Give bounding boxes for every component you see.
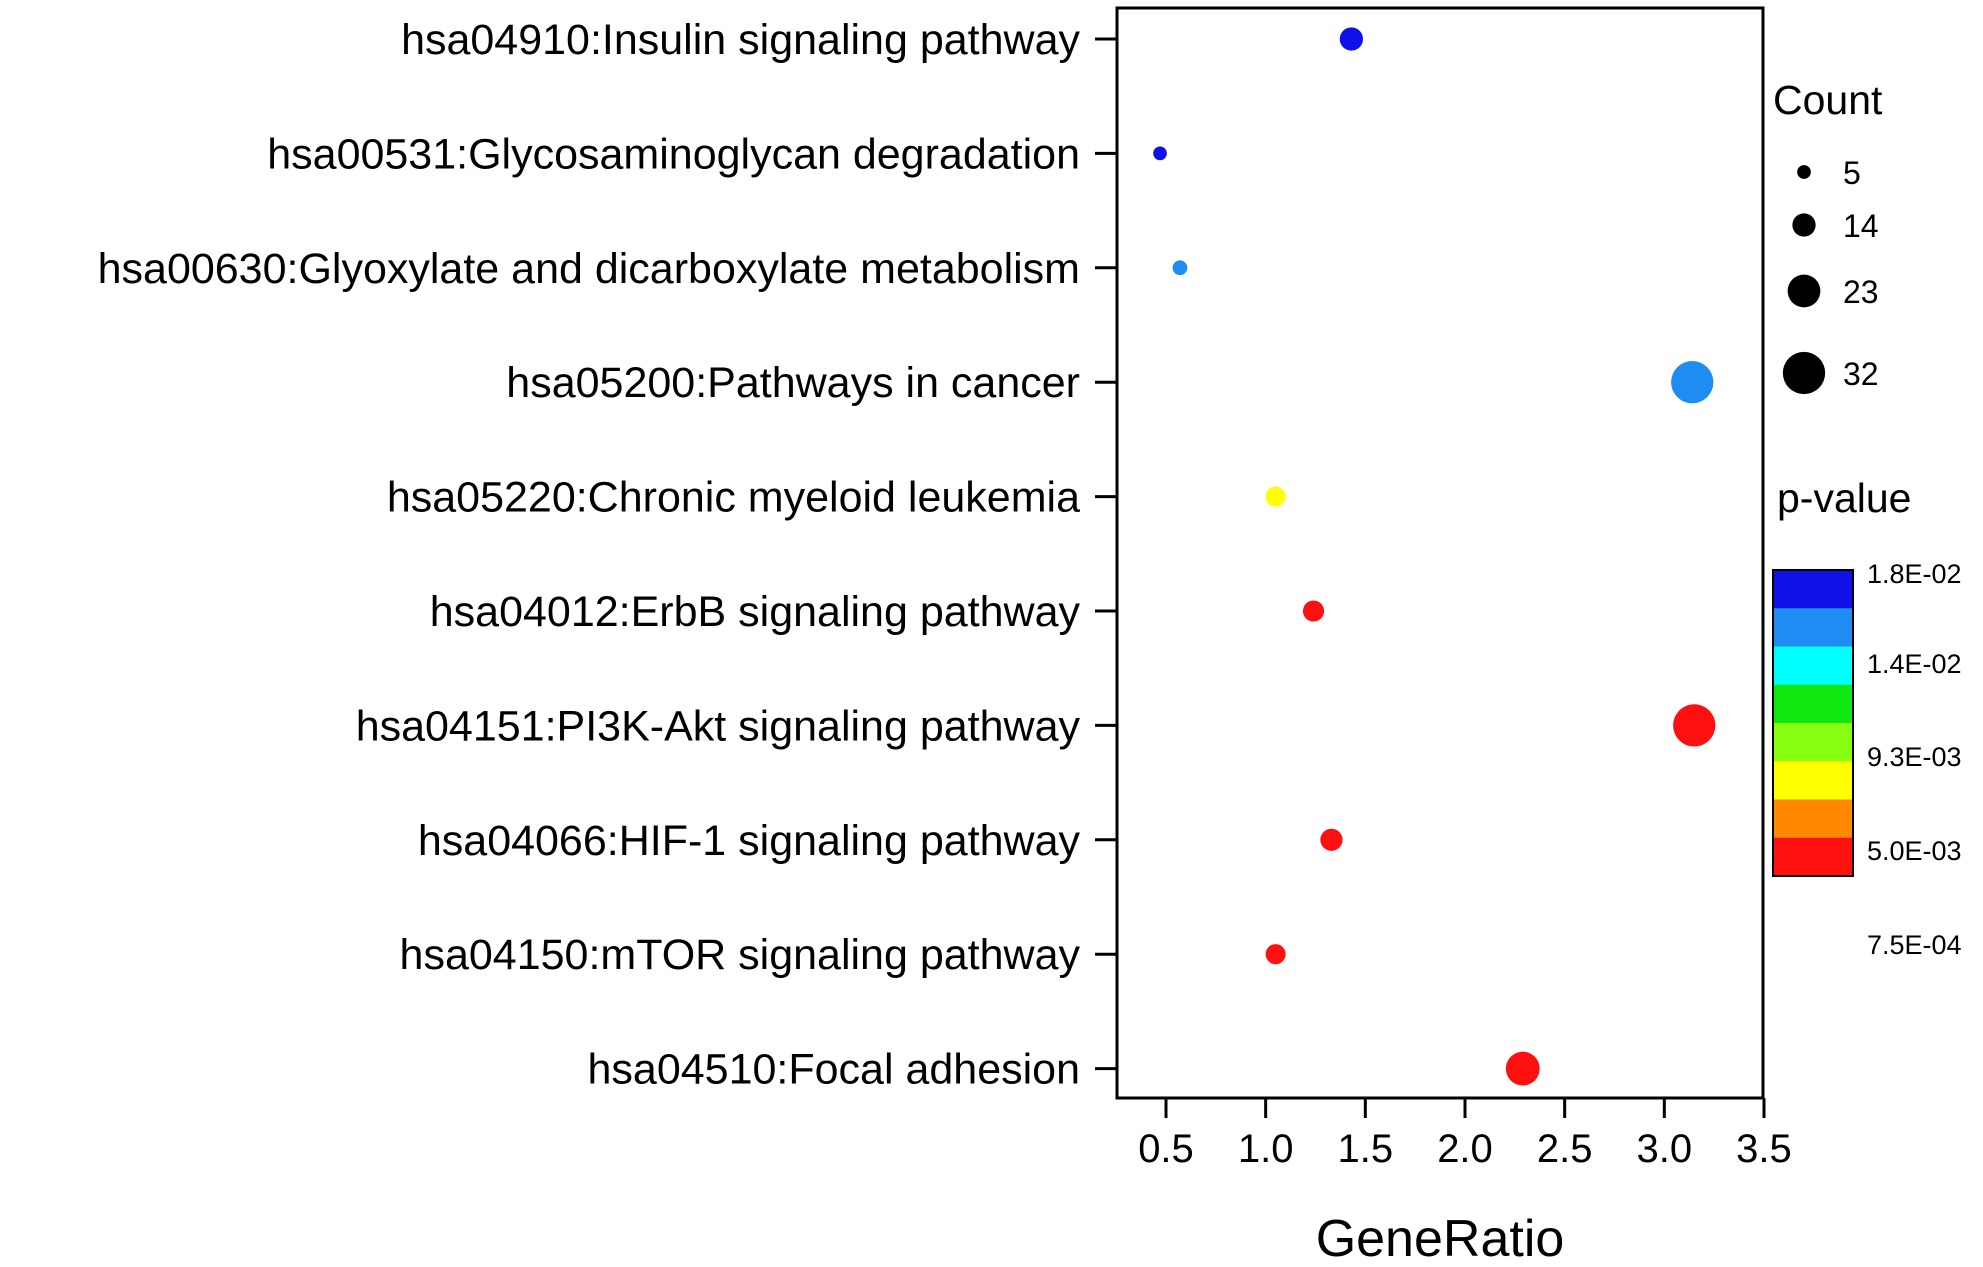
category-label: hsa00531:Glycosaminoglycan degradation — [267, 130, 1080, 178]
size-legend-label: 5 — [1843, 155, 1861, 191]
colorbar-segment — [1773, 799, 1853, 839]
size-legend-marker — [1782, 351, 1826, 395]
x-tick-label: 2.0 — [1437, 1127, 1493, 1171]
size-legend-title: Count — [1773, 77, 1883, 123]
colorbar-label: 1.4E-02 — [1867, 649, 1962, 679]
data-points — [1153, 27, 1716, 1086]
x-tick-label: 1.0 — [1238, 1127, 1294, 1171]
data-point — [1320, 828, 1343, 851]
category-label: hsa05200:Pathways in cancer — [506, 359, 1080, 407]
size-legend-label: 32 — [1843, 356, 1879, 392]
category-label: hsa05220:Chronic myeloid leukemia — [387, 474, 1080, 522]
category-label: hsa04012:ErbB signaling pathway — [430, 588, 1081, 636]
x-tick-label: 3.0 — [1637, 1127, 1693, 1171]
colorbar-segment — [1773, 684, 1853, 724]
colorbar-label: 9.3E-03 — [1867, 742, 1962, 772]
x-tick-label: 2.5 — [1537, 1127, 1593, 1171]
plot-frame — [1115, 6, 1765, 1100]
x-tick-label: 1.5 — [1338, 1127, 1394, 1171]
data-point — [1265, 486, 1286, 507]
colorbar-label: 7.5E-04 — [1867, 930, 1962, 960]
color-legend-labels: 1.8E-02 1.4E-02 9.3E-03 5.0E-03 7.5E-04 — [1867, 559, 1962, 960]
colorbar-label: 1.8E-02 — [1867, 559, 1962, 589]
x-tick-label: 3.5 — [1736, 1127, 1792, 1171]
data-point — [1172, 260, 1188, 276]
x-tick-label: 0.5 — [1138, 1127, 1194, 1171]
category-labels: hsa04910:Insulin signaling pathway hsa005… — [98, 16, 1081, 1094]
category-label: hsa00630:Glyoxylate and dicarboxylate me… — [98, 245, 1080, 293]
color-legend-bar — [1772, 569, 1854, 877]
data-point — [1505, 1051, 1540, 1086]
size-legend-marker — [1787, 274, 1821, 308]
size-legend-label: 23 — [1843, 274, 1879, 310]
colorbar-segment — [1773, 761, 1853, 800]
x-axis-ticks: 0.5 1.0 1.5 2.0 2.5 3.0 3.5 — [1138, 1098, 1792, 1171]
data-point — [1153, 146, 1167, 161]
size-legend-label: 14 — [1843, 208, 1879, 244]
size-legend-marker — [1797, 165, 1811, 179]
category-label: hsa04150:mTOR signaling pathway — [400, 931, 1081, 979]
color-legend-title: p-value — [1777, 475, 1911, 521]
data-point — [1302, 600, 1325, 622]
colorbar-label: 5.0E-03 — [1867, 836, 1962, 866]
colorbar-segment — [1773, 570, 1853, 609]
data-point — [1671, 361, 1714, 404]
colorbar-segment — [1773, 608, 1853, 647]
y-axis-ticks — [1095, 37, 1117, 1071]
x-axis-title: GeneRatio — [1316, 1210, 1565, 1267]
data-point — [1339, 27, 1363, 51]
category-label: hsa04510:Focal adhesion — [588, 1046, 1080, 1094]
colorbar-segment — [1773, 723, 1853, 762]
data-point — [1265, 944, 1286, 965]
colorbar-frame — [1772, 569, 1854, 877]
colorbar-segment — [1773, 837, 1853, 877]
size-legend-marker — [1792, 213, 1816, 237]
data-point — [1673, 704, 1716, 747]
colorbar-segment — [1773, 646, 1853, 686]
category-label: hsa04151:PI3K-Akt signaling pathway — [356, 702, 1081, 750]
category-label: hsa04066:HIF-1 signaling pathway — [418, 817, 1081, 865]
size-legend: 5 14 23 32 — [1782, 155, 1879, 395]
category-label: hsa04910:Insulin signaling pathway — [401, 16, 1080, 64]
